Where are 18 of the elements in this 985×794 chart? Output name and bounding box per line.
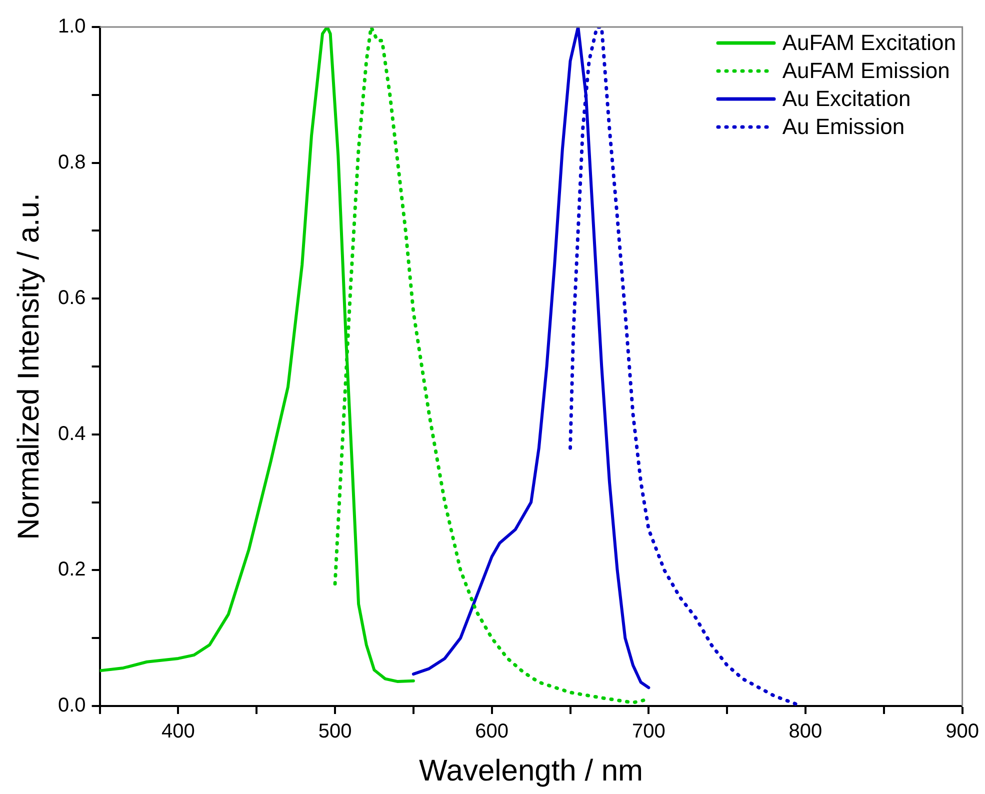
y-tick-label: 0.4 <box>58 422 86 445</box>
text: 1.0 <box>58 16 86 38</box>
legend-label: AuFAM Emission <box>782 57 950 85</box>
x-tick-label: 500 <box>318 720 352 743</box>
y-tick-label: 0.6 <box>58 287 86 310</box>
x-tick-label: 600 <box>475 720 509 743</box>
legend-label: Au Emission <box>782 113 905 141</box>
y-tick-label: 0.8 <box>58 151 86 174</box>
x-axis-title: Wavelength / nm <box>419 754 644 788</box>
legend-label: AuFAM Excitation <box>782 29 956 57</box>
x-tick-label: 700 <box>632 720 666 743</box>
x-tick-label: 900 <box>946 720 980 743</box>
x-tick-label: 400 <box>162 720 195 743</box>
x-tick-label: 800 <box>788 720 822 743</box>
y-tick-label: 0.2 <box>58 558 86 581</box>
text: 0.0 <box>58 694 86 717</box>
y-axis-title: Normalized Intensity / a.u. <box>12 193 46 540</box>
legend-label: Au Excitation <box>782 85 911 113</box>
